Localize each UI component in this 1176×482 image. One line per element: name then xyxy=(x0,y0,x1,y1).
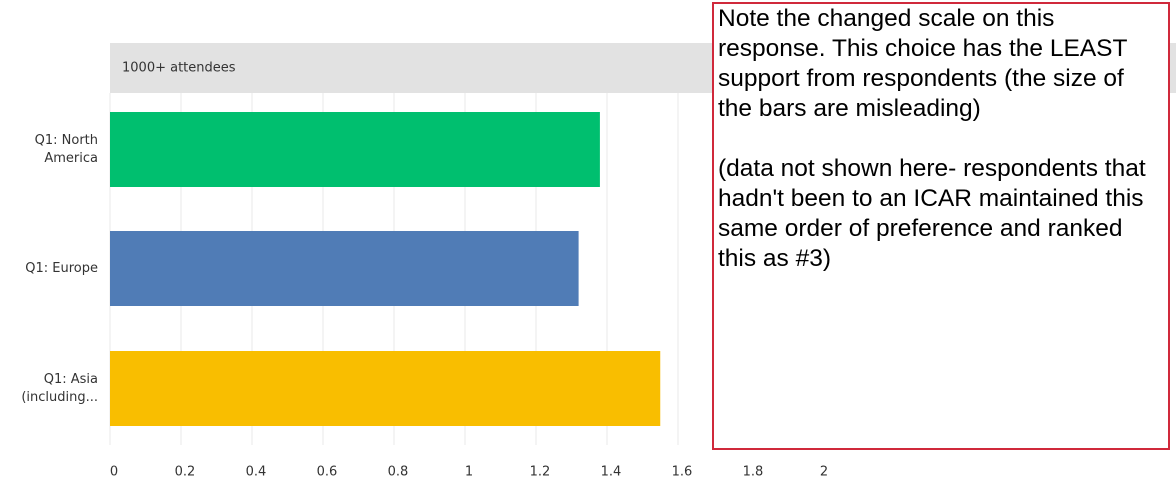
x-tick-label: 1.6 xyxy=(672,465,693,480)
x-tick-label: 0 xyxy=(110,465,118,480)
x-tick-label: 1.8 xyxy=(743,465,764,480)
annotation-text: (data not shown here- respondents that h… xyxy=(718,155,1146,272)
x-tick-label: 0.6 xyxy=(317,465,338,480)
x-tick-label: 0.8 xyxy=(388,465,409,480)
annotation-box: Note the changed scale on this response.… xyxy=(712,2,1170,450)
y-tick-label: Q1: Europe xyxy=(25,260,98,276)
x-tick-label: 1.4 xyxy=(601,465,622,480)
bar xyxy=(110,231,579,306)
x-tick-label: 0.4 xyxy=(246,465,267,480)
x-tick-label: 2 xyxy=(820,465,828,480)
annotation-text: Note the changed scale on this response.… xyxy=(718,5,1128,122)
x-tick-label: 1.2 xyxy=(530,465,551,480)
y-tick-label: Q1: North America xyxy=(34,132,98,166)
bar xyxy=(110,112,600,187)
y-tick-label: Q1: Asia (including... xyxy=(21,371,98,405)
x-tick-label: 1 xyxy=(465,465,473,480)
x-tick-label: 0.2 xyxy=(175,465,196,480)
bar xyxy=(110,351,661,426)
subtitle: 1000+ attendees xyxy=(122,61,236,76)
